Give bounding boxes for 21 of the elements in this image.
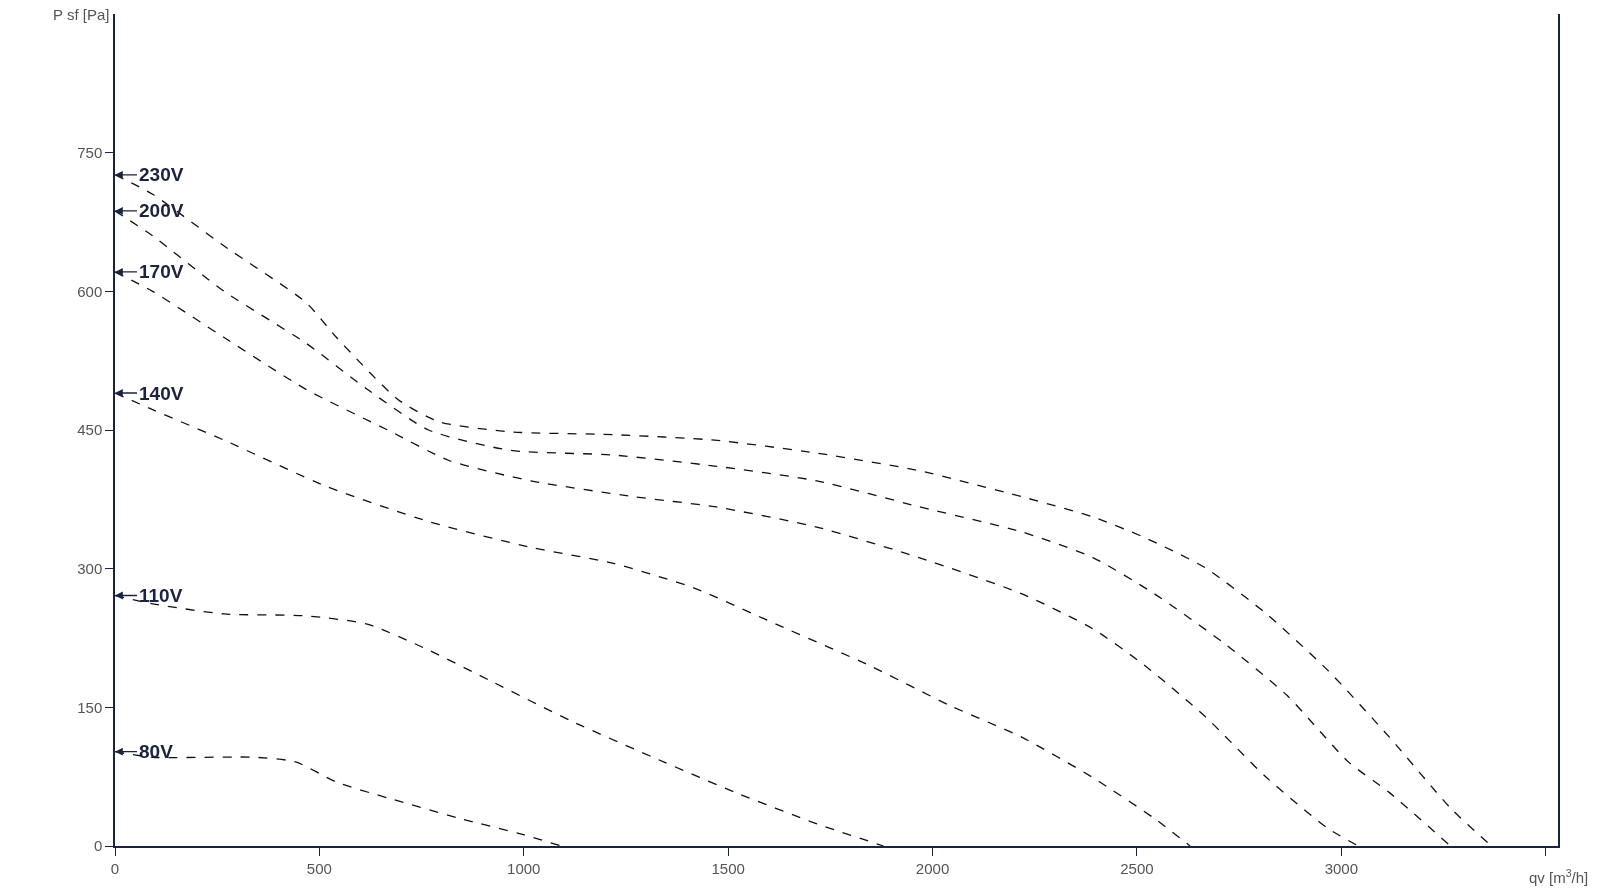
x-tick-label: 2500 bbox=[1120, 859, 1154, 877]
y-tick-label: 750 bbox=[77, 143, 103, 161]
legend-label: 140V bbox=[139, 383, 184, 404]
x-tick-label: 1500 bbox=[711, 859, 745, 877]
y-tick-label: 300 bbox=[77, 559, 103, 577]
x-axis-title: qv [m$^{3}$/h] bbox=[1529, 867, 1589, 887]
y-tick-label: 150 bbox=[77, 698, 103, 716]
legend-label: 230V bbox=[139, 164, 184, 185]
x-tick-label: 3000 bbox=[1324, 859, 1359, 877]
y-tick-label: 450 bbox=[77, 421, 103, 439]
legend-label: 80V bbox=[139, 741, 174, 762]
y-tick-label: 600 bbox=[77, 282, 103, 300]
x-tick-label: 2000 bbox=[915, 859, 950, 877]
x-tick-label: 1000 bbox=[507, 859, 541, 877]
legend-label: 110V bbox=[139, 585, 183, 606]
y-tick-label: 0 bbox=[93, 837, 103, 855]
legend-label: 170V bbox=[139, 261, 184, 282]
legend-label: 200V bbox=[139, 200, 184, 221]
x-tick-label: 0 bbox=[110, 859, 120, 877]
y-axis-title: P sf [Pa] bbox=[53, 6, 110, 23]
x-tick-label: 500 bbox=[306, 859, 332, 877]
